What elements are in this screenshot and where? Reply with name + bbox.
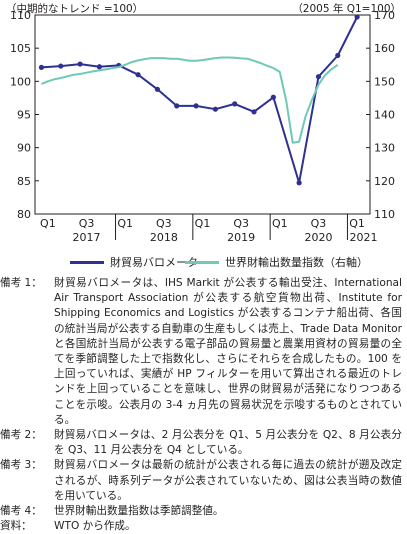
right-tick-label: 130 xyxy=(374,142,395,155)
note-1: 備考 1： 財貿易バロメータは、IHS Markit が公表する輸出受注、Int… xyxy=(0,276,402,428)
note-label: 資料： xyxy=(0,520,32,533)
x-tick-label: Q1 xyxy=(195,217,211,230)
note-label: 備考 1： xyxy=(0,277,42,289)
left-tick-label: 90 xyxy=(17,142,31,155)
series-point-0 xyxy=(315,74,322,80)
left-tick-label: 85 xyxy=(17,175,31,188)
chart-series xyxy=(38,14,360,186)
note-source: 資料： WTO から作成。 xyxy=(0,519,402,534)
plot-frame xyxy=(34,14,371,215)
right-tick-label: 120 xyxy=(374,175,395,188)
legend-swatch-barometer xyxy=(70,260,104,264)
note-text: 財貿易バロメータは、IHS Markit が公表する輸出受注、Internati… xyxy=(54,277,402,426)
legend-swatch-export-volume xyxy=(185,260,219,264)
legend-label-export-volume: 世界財輸出数量指数（右軸） xyxy=(225,256,368,269)
left-tick-label: 105 xyxy=(10,42,31,55)
left-axis-ticks: 80 85 90 95 100 105 110 xyxy=(10,9,39,221)
note-label: 備考 4： xyxy=(0,505,42,518)
legend-item-barometer: 財貿易バロメータ xyxy=(70,254,198,270)
x-tick-label: Q3 xyxy=(79,217,95,230)
left-axis-unit: （中期的なトレンド =100） xyxy=(6,3,144,15)
series-point-0 xyxy=(251,109,257,115)
year-label: 2021 xyxy=(350,231,378,244)
legend: 財貿易バロメータ 世界財輸出数量指数（右軸） xyxy=(0,254,407,274)
series-point-0 xyxy=(58,63,64,69)
right-tick-label: 170 xyxy=(374,9,395,22)
series-point-0 xyxy=(193,103,199,109)
note-label: 備考 3： xyxy=(0,459,42,472)
left-tick-label: 100 xyxy=(10,75,31,88)
year-label: 2018 xyxy=(150,231,178,244)
x-axis-ticks: Q1 Q3 Q1 Q3 Q1 Q3 Q1 Q3 Q1 2017 2018 2019 2020 2021 xyxy=(40,214,378,244)
series-point-0 xyxy=(296,180,302,186)
right-tick-label: 150 xyxy=(374,75,395,88)
series-point-0 xyxy=(354,14,360,20)
notes-section: 備考 1： 財貿易バロメータは、IHS Markit が公表する輸出受注、Int… xyxy=(0,276,402,534)
series-point-0 xyxy=(96,64,103,70)
x-tick-label: Q3 xyxy=(156,217,172,230)
x-tick-label: Q3 xyxy=(233,217,249,230)
series-point-0 xyxy=(212,106,218,112)
right-axis-unit: （2005 年 Q1=100） xyxy=(292,3,401,15)
year-label: 2017 xyxy=(73,231,101,244)
series-point-0 xyxy=(174,103,180,109)
x-tick-label: Q1 xyxy=(117,217,133,230)
right-tick-label: 160 xyxy=(374,42,395,55)
right-tick-label: 140 xyxy=(374,109,395,122)
x-tick-label: Q1 xyxy=(349,217,365,230)
right-tick-label: 110 xyxy=(374,208,395,221)
series-point-0 xyxy=(38,64,45,71)
series-point-0 xyxy=(335,52,341,59)
left-tick-label: 110 xyxy=(10,9,31,22)
note-4: 備考 4： 世界財輸出数量指数は季節調整値。 xyxy=(0,504,402,519)
x-tick-label: Q3 xyxy=(311,217,327,230)
note-text: 世界財輸出数量指数は季節調整値。 xyxy=(54,505,224,518)
legend-item-export-volume: 世界財輸出数量指数（右軸） xyxy=(185,254,368,270)
series-point-0 xyxy=(135,72,141,78)
x-tick-label: Q1 xyxy=(272,217,288,230)
series-line-1 xyxy=(41,56,339,144)
series-point-0 xyxy=(270,94,276,100)
note-text: 財貿易バロメータは、2 月公表分を Q1、5 月公表分を Q2、8 月公表分を … xyxy=(54,429,402,457)
note-label: 備考 2： xyxy=(0,429,42,442)
x-tick-label: Q1 xyxy=(40,217,56,230)
right-axis-ticks: 110 120 130 140 150 160 170 xyxy=(366,9,395,221)
series-point-0 xyxy=(154,86,161,92)
year-label: 2019 xyxy=(227,231,255,244)
chart-axes xyxy=(34,14,371,215)
left-tick-label: 95 xyxy=(17,109,31,122)
left-tick-label: 80 xyxy=(17,208,31,221)
note-2: 備考 2： 財貿易バロメータは、2 月公表分を Q1、5 月公表分を Q2、8 … xyxy=(0,428,402,458)
series-line-0 xyxy=(41,16,358,184)
series-point-0 xyxy=(77,61,83,67)
note-3: 備考 3： 財貿易バロメータは最新の統計が公表される毎に過去の統計が遡及改定され… xyxy=(0,458,402,504)
year-label: 2020 xyxy=(304,231,332,244)
note-text: 財貿易バロメータは最新の統計が公表される毎に過去の統計が遡及改定されるが、時系列… xyxy=(54,459,402,502)
series-point-0 xyxy=(232,101,238,107)
legend-label-barometer: 財貿易バロメータ xyxy=(110,256,198,269)
note-text: WTO から作成。 xyxy=(54,520,136,533)
